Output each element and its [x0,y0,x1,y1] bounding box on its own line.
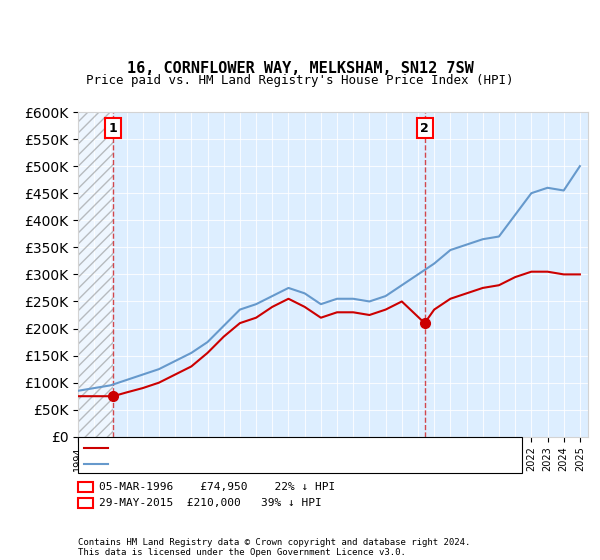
Text: 1: 1 [109,122,118,135]
Bar [78,112,113,437]
Text: 1: 1 [82,482,89,492]
Text: 29-MAY-2015  £210,000   39% ↓ HPI: 29-MAY-2015 £210,000 39% ↓ HPI [99,498,322,508]
Text: 16, CORNFLOWER WAY, MELKSHAM, SN12 7SW (detached house): 16, CORNFLOWER WAY, MELKSHAM, SN12 7SW (… [114,443,458,452]
Text: 16, CORNFLOWER WAY, MELKSHAM, SN12 7SW: 16, CORNFLOWER WAY, MELKSHAM, SN12 7SW [127,60,473,76]
Text: HPI: Average price, detached house, Wiltshire: HPI: Average price, detached house, Wilt… [114,459,395,469]
Bar [78,112,113,437]
Text: 05-MAR-1996    £74,950    22% ↓ HPI: 05-MAR-1996 £74,950 22% ↓ HPI [99,482,335,492]
Text: 2: 2 [82,498,89,508]
Text: 2: 2 [420,122,429,135]
Text: Price paid vs. HM Land Registry's House Price Index (HPI): Price paid vs. HM Land Registry's House … [86,74,514,87]
Text: Contains HM Land Registry data © Crown copyright and database right 2024.
This d: Contains HM Land Registry data © Crown c… [78,538,470,557]
